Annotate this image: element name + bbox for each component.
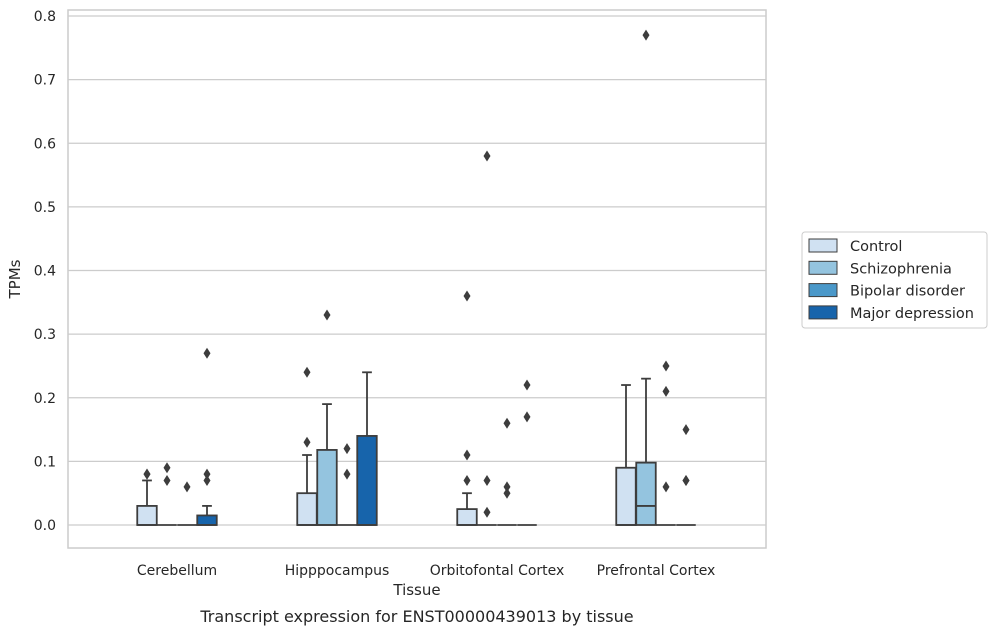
outlier-point	[203, 474, 211, 486]
box-rect	[296, 492, 318, 526]
box-rect	[615, 466, 637, 526]
outlier-point	[163, 474, 171, 486]
outlier-point	[463, 290, 471, 302]
box-group	[356, 371, 378, 526]
legend-label: Bipolar disorder	[850, 284, 965, 300]
outlier-point	[303, 436, 311, 448]
y-tick-labels: 0.0 0.1 0.2 0.3 0.4 0.5 0.6 0.7 0.8	[34, 9, 56, 534]
box-group	[497, 417, 517, 526]
outlier-point	[662, 360, 670, 372]
box-group	[635, 29, 657, 526]
outlier-point	[143, 468, 151, 480]
outlier-point	[682, 474, 690, 486]
outlier-point	[662, 385, 670, 397]
box-group	[296, 366, 318, 526]
outlier-point	[463, 474, 471, 486]
outlier-point	[682, 424, 690, 436]
outlier-point	[163, 462, 171, 474]
y-tick-label: 0.6	[34, 136, 56, 152]
y-tick-label: 0.4	[34, 264, 56, 280]
grid-lines	[68, 15, 766, 526]
legend-swatch	[808, 283, 838, 298]
x-tick-label: Cerebellum	[137, 563, 217, 579]
box-rect	[316, 449, 338, 526]
box-group	[656, 360, 676, 526]
y-tick-label: 0.8	[34, 9, 56, 25]
box-group	[517, 379, 537, 526]
plot-frame	[67, 9, 767, 549]
outlier-point	[463, 449, 471, 461]
outlier-point	[523, 411, 531, 423]
box-group	[456, 290, 478, 526]
box-group	[136, 468, 158, 526]
y-tick-label: 0.5	[34, 200, 56, 216]
box-rect	[635, 461, 657, 526]
box-group	[477, 150, 497, 526]
box-group	[157, 462, 177, 526]
x-tick-labels: Cerebellum Hipppocampus Orbitofontal Corte…	[137, 563, 715, 579]
y-tick-label: 0.2	[34, 391, 56, 407]
box-group	[615, 384, 637, 526]
outlier-point	[183, 481, 191, 493]
outlier-point	[523, 379, 531, 391]
legend-label: Control	[850, 239, 902, 255]
box-group	[337, 443, 357, 526]
y-tick-label: 0.3	[34, 327, 56, 343]
outlier-point	[203, 468, 211, 480]
outlier-point	[483, 150, 491, 162]
legend-label: Major depression	[850, 306, 974, 322]
box-rect	[356, 435, 378, 526]
outlier-point	[303, 366, 311, 378]
box-rect	[196, 514, 218, 526]
outlier-point	[503, 417, 511, 429]
outlier-point	[343, 443, 351, 455]
box-group	[196, 347, 218, 526]
outlier-point	[323, 309, 331, 321]
x-axis-label: Tissue	[392, 581, 440, 599]
outlier-point	[503, 481, 511, 493]
box-rect	[136, 505, 158, 526]
y-tick-label: 0.0	[34, 518, 56, 534]
y-axis-label: TPMs	[6, 259, 24, 299]
x-tick-label: Orbitofontal Cortex	[430, 563, 565, 579]
legend: Control Schizophrenia Bipolar disorder Majo…	[801, 231, 988, 329]
legend-label: Schizophrenia	[850, 261, 952, 277]
box-group	[676, 424, 696, 526]
x-tick-label: Hipppocampus	[285, 563, 390, 579]
box-group	[177, 481, 197, 526]
y-tick-label: 0.7	[34, 73, 56, 89]
box-rect	[456, 508, 478, 526]
y-tick-label: 0.1	[34, 454, 56, 470]
legend-swatch	[808, 238, 838, 253]
x-tick-label: Prefrontal Cortex	[597, 563, 716, 579]
outlier-point	[662, 481, 670, 493]
legend-swatch	[808, 260, 838, 275]
outlier-point	[203, 347, 211, 359]
outlier-point	[483, 474, 491, 486]
outlier-point	[343, 468, 351, 480]
legend-frame	[801, 231, 988, 329]
legend-swatch	[808, 305, 838, 320]
outlier-point	[642, 29, 650, 41]
boxes-layer	[136, 29, 696, 526]
box-group	[316, 309, 338, 526]
outlier-point	[503, 487, 511, 499]
outlier-point	[483, 506, 491, 518]
figure-caption: Transcript expression for ENST0000043901…	[199, 607, 633, 626]
